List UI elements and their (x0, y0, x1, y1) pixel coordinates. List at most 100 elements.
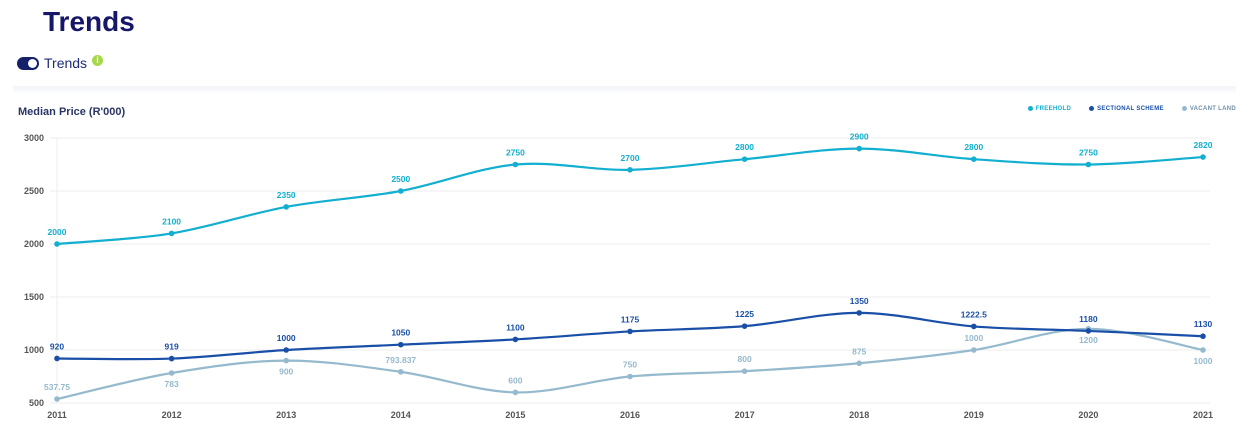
legend-item-sectional[interactable]: SECTIONAL SCHEME (1089, 106, 1164, 112)
chart-title: Median Price (R'000) (18, 106, 126, 118)
data-point-vacant (1200, 347, 1206, 353)
data-point-vacant (168, 370, 175, 376)
data-point-sectional (1200, 333, 1206, 340)
data-label-freehold: 2750 (1079, 148, 1098, 158)
y-tick-label: 1500 (24, 292, 44, 302)
data-label-sectional: 1350 (850, 296, 869, 306)
data-label-sectional: 1222.5 (961, 309, 987, 319)
x-tick-label: 2016 (620, 410, 640, 420)
data-label-sectional: 1130 (1194, 319, 1213, 329)
x-tick-label: 2013 (276, 410, 296, 420)
y-tick-label: 2500 (24, 186, 44, 196)
chart-legend: FREEHOLD SECTIONAL SCHEME VACANT LAND (1027, 106, 1236, 113)
data-label-freehold: 2900 (850, 132, 869, 142)
data-point-freehold (971, 156, 977, 162)
data-point-freehold (512, 161, 519, 168)
data-point-freehold (1085, 161, 1092, 168)
data-label-freehold: 2100 (162, 216, 181, 226)
data-point-vacant (54, 396, 60, 402)
data-point-vacant (283, 357, 290, 364)
data-point-vacant (398, 369, 404, 375)
data-label-sectional: 1000 (277, 333, 296, 343)
data-point-sectional (54, 355, 60, 362)
x-tick-label: 2014 (391, 410, 411, 420)
x-tick-label: 2018 (849, 410, 869, 420)
legend-label: VACANT LAND (1189, 106, 1236, 113)
data-point-sectional (627, 328, 633, 335)
data-point-freehold (1200, 154, 1206, 160)
data-point-freehold (741, 156, 748, 162)
data-label-vacant: 875 (852, 346, 866, 356)
data-point-freehold (856, 145, 862, 152)
data-point-vacant (971, 347, 977, 353)
data-label-freehold: 2350 (277, 190, 296, 200)
data-point-sectional (512, 336, 519, 343)
x-tick-label: 2011 (47, 410, 67, 420)
data-point-sectional (283, 347, 290, 353)
data-label-vacant: 1000 (1194, 356, 1213, 366)
data-label-sectional: 1100 (506, 322, 525, 332)
x-tick-label: 2015 (505, 410, 525, 420)
x-tick-label: 2017 (735, 410, 755, 420)
data-label-vacant: 793.837 (385, 355, 416, 365)
data-label-vacant: 750 (623, 360, 637, 370)
legend-dot-icon (1089, 106, 1095, 111)
data-label-sectional: 1175 (621, 314, 640, 324)
x-tick-label: 2019 (964, 410, 984, 420)
legend-item-vacant[interactable]: VACANT LAND (1181, 106, 1236, 113)
legend-item-freehold[interactable]: FREEHOLD (1027, 106, 1072, 113)
x-tick-label: 2012 (162, 410, 182, 420)
x-tick-label: 2020 (1078, 410, 1098, 420)
data-label-vacant: 537.75 (44, 382, 70, 392)
data-point-freehold (398, 188, 404, 194)
y-tick-label: 1000 (24, 345, 44, 355)
data-label-sectional: 1180 (1079, 314, 1098, 324)
data-point-sectional (398, 341, 404, 348)
data-label-freehold: 2700 (621, 153, 640, 163)
data-point-vacant (627, 373, 633, 380)
legend-dot-icon (1181, 106, 1187, 111)
data-point-freehold (283, 204, 290, 210)
data-label-vacant: 1200 (1079, 335, 1098, 345)
data-label-vacant: 783 (165, 379, 179, 389)
data-point-sectional (856, 310, 862, 316)
data-point-freehold (54, 241, 60, 247)
data-label-freehold: 2750 (506, 148, 525, 158)
data-label-vacant: 900 (279, 367, 293, 377)
y-tick-label: 3000 (24, 133, 44, 143)
section-divider (13, 86, 1236, 94)
data-label-sectional: 919 (165, 342, 179, 352)
info-icon[interactable]: i (92, 54, 104, 66)
data-point-vacant (741, 368, 748, 375)
data-label-sectional: 920 (50, 341, 64, 351)
data-label-freehold: 2500 (391, 174, 410, 184)
page-title: Trends (43, 6, 135, 37)
data-point-vacant (512, 389, 519, 396)
data-label-freehold: 2800 (964, 142, 983, 152)
legend-label: FREEHOLD (1035, 106, 1072, 113)
legend-dot-icon (1027, 106, 1033, 111)
data-point-vacant (856, 360, 862, 367)
data-label-freehold: 2800 (735, 142, 754, 152)
legend-label: SECTIONAL SCHEME (1097, 106, 1164, 113)
data-point-sectional (1085, 328, 1092, 334)
x-tick-label: 2021 (1193, 410, 1213, 420)
y-tick-label: 2000 (24, 239, 44, 249)
trends-toggle[interactable] (17, 56, 39, 70)
data-label-vacant: 1000 (964, 333, 983, 343)
data-label-sectional: 1050 (391, 328, 410, 338)
data-label-freehold: 2000 (48, 227, 67, 237)
data-point-sectional (168, 355, 175, 362)
data-point-freehold (627, 167, 633, 173)
trends-toggle-label: Trends (44, 55, 88, 71)
data-label-vacant: 600 (508, 375, 522, 385)
data-label-vacant: 800 (738, 354, 752, 364)
data-point-freehold (168, 230, 175, 237)
data-point-sectional (741, 323, 748, 329)
y-tick-label: 500 (29, 398, 44, 408)
series-line-freehold (56, 147, 1204, 246)
data-point-sectional (971, 323, 977, 330)
trends-toggle-row: Trends i (17, 54, 104, 71)
data-label-sectional: 1225 (735, 309, 754, 319)
